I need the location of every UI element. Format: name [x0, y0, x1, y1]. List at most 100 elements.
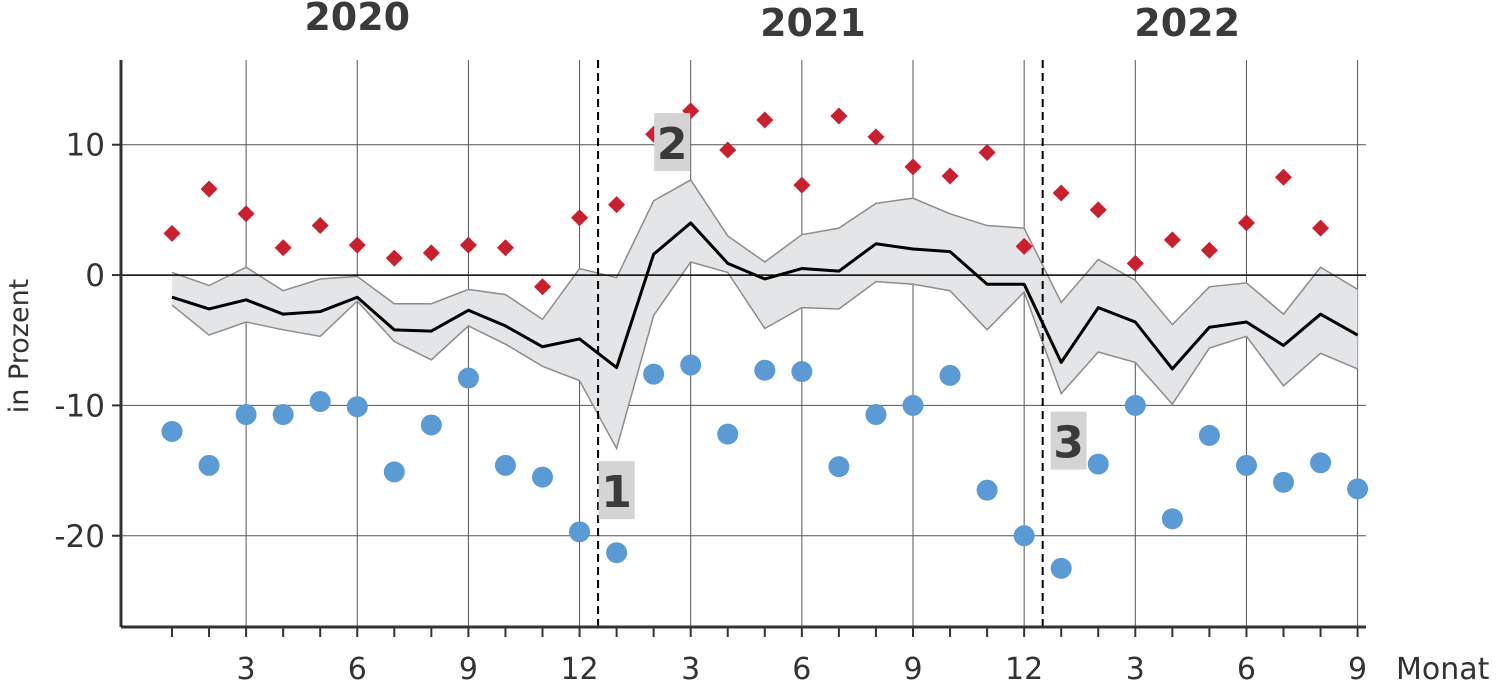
red-diamond-point	[904, 158, 922, 176]
band-upper-edge	[171, 178, 1358, 326]
red-diamond-point	[422, 244, 440, 262]
red-diamond-point	[534, 278, 551, 296]
year-label: 2021	[760, 1, 866, 45]
band-lower-edge	[171, 261, 1358, 451]
blue-circle-point	[1235, 454, 1257, 476]
blue-circle-point	[606, 542, 628, 564]
red-diamond-point	[385, 249, 403, 267]
red-diamond-point	[756, 111, 774, 129]
x-tick-label: 12	[560, 652, 598, 687]
blue-circle-point	[494, 454, 516, 476]
x-axis-label: Monat	[1396, 652, 1490, 687]
red-diamond-point	[496, 239, 514, 257]
blue-circle-point	[161, 420, 183, 442]
x-tick-label: 3	[237, 652, 256, 687]
blue-circle-point	[1310, 452, 1332, 474]
y-tick-label: 0	[85, 258, 105, 294]
blue-circle-point	[235, 404, 257, 426]
red-diamond-point	[200, 180, 218, 198]
red-diamond-point	[1163, 231, 1181, 249]
red-diamond-point	[941, 167, 959, 185]
blue-circle-point	[1050, 557, 1072, 579]
annotation-box	[654, 113, 691, 172]
year-label: 2020	[304, 0, 410, 39]
gridlines	[121, 60, 1366, 627]
red-diamond-point	[1052, 184, 1070, 202]
blue-circle-point	[383, 461, 405, 483]
red-diamond-point	[719, 141, 737, 159]
annotation-label: 3	[1053, 418, 1084, 469]
x-tick-label: 9	[1348, 652, 1367, 687]
blue-circle-point	[754, 359, 776, 381]
y-tick-label: -10	[54, 388, 105, 424]
red-diamond-point	[163, 224, 181, 242]
red-diamond-point	[830, 107, 848, 125]
annotation-box	[1050, 411, 1087, 470]
blue-circle-point	[309, 391, 331, 413]
red-diamond-point	[1089, 201, 1107, 219]
line-layer	[171, 221, 1359, 371]
point-layer	[161, 102, 1369, 579]
red-diamond-point	[1015, 237, 1033, 255]
blue-circle-point	[1161, 508, 1183, 530]
x-tick-label: 6	[348, 652, 367, 687]
red-diamond-point	[1275, 168, 1292, 186]
blue-circle-point	[420, 414, 442, 436]
blue-circle-point	[976, 479, 998, 501]
range-band	[172, 179, 1358, 449]
red-diamond-point	[348, 236, 366, 254]
red-diamond-point	[571, 209, 589, 227]
blue-circle-point	[346, 396, 368, 418]
red-diamond-point	[274, 239, 292, 257]
blue-circle-point	[1087, 453, 1109, 475]
red-diamond-point	[1312, 219, 1330, 237]
red-diamond-point	[459, 236, 477, 254]
red-diamond-point	[311, 217, 329, 235]
blue-circle-point	[680, 354, 702, 376]
x-tick-label: 3	[1126, 652, 1145, 687]
red-diamond-point	[237, 205, 255, 223]
red-diamond-point	[978, 144, 996, 162]
blue-circle-point	[1347, 478, 1369, 500]
blue-circle-point	[791, 361, 813, 383]
blue-circle-point	[1198, 424, 1220, 446]
blue-circle-point	[569, 521, 591, 543]
blue-circle-point	[902, 394, 924, 416]
red-diamond-point	[793, 176, 811, 194]
blue-circle-point	[532, 466, 553, 488]
year-dividers	[597, 60, 1044, 627]
annotation-label: 1	[601, 467, 632, 518]
annotation-box	[598, 461, 635, 520]
x-tick-label: 6	[1237, 652, 1256, 687]
blue-circle-point	[272, 404, 294, 426]
blue-circle-point	[198, 454, 220, 476]
year-label: 2022	[1134, 1, 1240, 45]
blue-circle-point	[717, 423, 739, 445]
blue-circle-point	[939, 364, 961, 386]
x-tick-label: 3	[681, 652, 700, 687]
x-tick-label: 12	[1005, 652, 1043, 687]
red-diamond-point	[1200, 241, 1218, 259]
blue-circle-point	[643, 363, 665, 385]
main-line	[171, 221, 1359, 371]
y-axis-label: in Prozent	[4, 279, 35, 414]
blue-circle-point	[865, 404, 887, 426]
x-tick-label: 6	[792, 652, 811, 687]
x-tick-label: 9	[903, 652, 922, 687]
annotations: 1 2 3	[598, 113, 1087, 520]
annotation-label: 2	[657, 119, 688, 170]
blue-circle-point	[1273, 471, 1294, 493]
blue-circle-point	[1124, 394, 1146, 416]
x-tick-label: 9	[459, 652, 478, 687]
blue-circle-point	[1013, 525, 1035, 547]
red-diamond-point	[608, 196, 626, 214]
red-diamond-point	[1126, 254, 1144, 272]
y-tick-label: -20	[54, 519, 105, 555]
red-diamond-point	[1237, 214, 1255, 232]
blue-circle-point	[457, 367, 479, 389]
band-layer	[171, 178, 1358, 451]
y-tick-label: 10	[66, 128, 105, 164]
red-diamond-point	[867, 128, 885, 146]
